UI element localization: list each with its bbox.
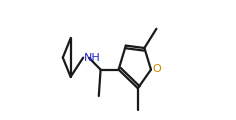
Text: O: O bbox=[152, 64, 161, 74]
Text: NH: NH bbox=[84, 53, 101, 63]
